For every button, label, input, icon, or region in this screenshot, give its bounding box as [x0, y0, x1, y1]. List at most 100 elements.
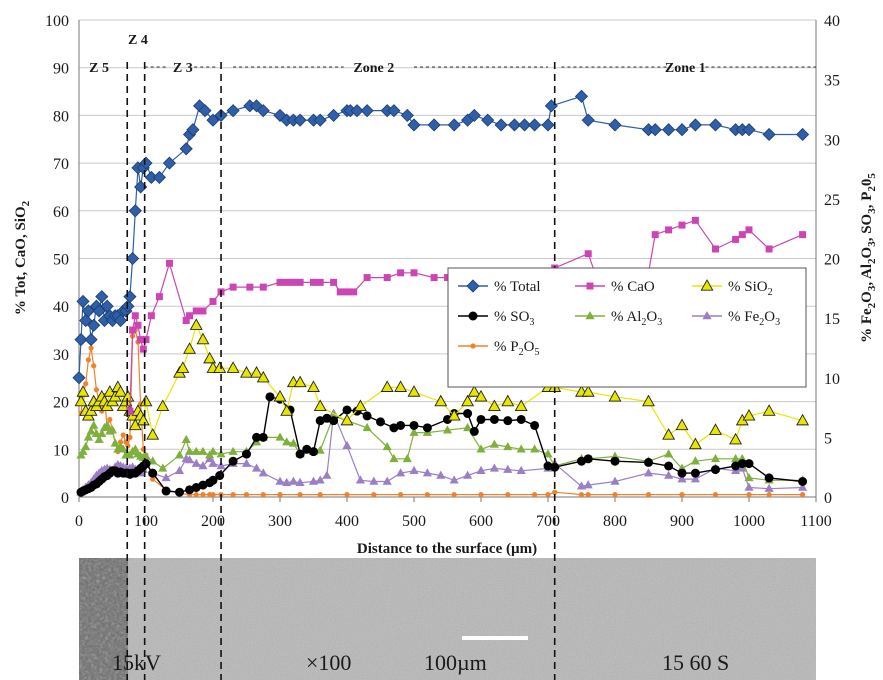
data-point-cao: [383, 274, 391, 282]
data-point-cao: [165, 259, 173, 267]
data-point-sio2: [467, 385, 481, 397]
gridlines: [79, 19, 816, 450]
data-point-fe2o3: [382, 476, 392, 485]
data-point-cao: [430, 274, 438, 282]
data-point-p2o5: [210, 492, 216, 498]
data-point-p2o5: [505, 492, 511, 498]
data-point-p2o5: [230, 492, 236, 498]
data-point-total: [313, 113, 327, 127]
data-point-al2o3: [664, 449, 674, 458]
sem-voltage-label: 15kV: [112, 650, 161, 675]
data-point-cao: [691, 216, 699, 224]
data-point-cao: [276, 278, 284, 286]
data-point-cao: [131, 312, 139, 320]
data-point-al2o3: [503, 441, 513, 451]
data-point-fe2o3: [355, 475, 365, 484]
data-point-al2o3: [409, 427, 419, 436]
data-point-sio2: [213, 361, 227, 373]
y-left-tick-label: 20: [53, 395, 69, 412]
data-point-cao: [410, 269, 418, 277]
data-point-fe2o3: [216, 461, 226, 470]
data-point-total: [675, 123, 689, 137]
data-point-fe2o3: [258, 468, 268, 477]
data-point-sio2: [139, 394, 153, 407]
legend-item-p2o5: % P2O5: [458, 339, 539, 358]
data-point-sio2: [642, 394, 655, 407]
data-point-al2o3: [530, 444, 540, 453]
data-point-total: [581, 113, 595, 127]
data-point-sio2: [146, 428, 160, 440]
data-point-total: [350, 104, 364, 118]
zone-label: Z 4: [128, 33, 148, 48]
data-point-p2o5: [83, 381, 89, 387]
data-point-total: [162, 156, 177, 170]
sem-texture: [79, 558, 816, 680]
data-point-so3: [376, 417, 385, 427]
data-point-fe2o3: [275, 476, 285, 485]
data-point-sio2: [742, 408, 756, 421]
data-point-total: [662, 123, 676, 137]
data-point-total: [198, 104, 212, 118]
data-point-total: [95, 290, 109, 304]
legend-item-so3: % SO3: [458, 309, 534, 328]
data-point-so3: [396, 420, 406, 430]
y-left-tick-label: 60: [53, 204, 69, 221]
data-point-al2o3: [78, 446, 88, 455]
y-right-tick-label: 20: [824, 252, 840, 269]
data-point-cao: [712, 245, 719, 253]
data-point-p2o5: [424, 492, 430, 498]
data-point-cao: [350, 288, 358, 296]
x-tick-label: 100: [134, 513, 158, 530]
data-point-so3: [764, 473, 774, 483]
data-point-total: [688, 118, 702, 132]
data-point-fe2o3: [184, 455, 195, 464]
data-point-total: [407, 118, 421, 132]
data-point-so3: [422, 423, 432, 433]
data-point-cao: [799, 231, 807, 239]
data-point-so3: [265, 392, 275, 402]
legend-label: % SiO2: [728, 279, 773, 298]
data-point-al2o3: [110, 438, 120, 447]
data-point-total: [256, 104, 270, 118]
data-point-total: [762, 127, 776, 142]
data-point-fe2o3: [583, 480, 593, 489]
legend-marker: [585, 311, 595, 320]
y-left-tick-labels: 0 10 20 30 40 50 60 70 80 90 100: [45, 13, 69, 507]
data-point-total: [387, 104, 401, 118]
data-point-al2o3: [89, 420, 99, 429]
data-point-cao: [289, 278, 297, 286]
data-point-p2o5: [127, 434, 133, 440]
data-point-sio2: [76, 385, 90, 397]
data-point-total: [84, 333, 98, 347]
legend-item-cao: % CaO: [575, 279, 655, 295]
legend-item-al2o3: % Al2O3: [575, 309, 662, 328]
data-point-so3: [677, 468, 687, 478]
data-point-p2o5: [193, 492, 199, 498]
data-point-al2o3: [158, 463, 168, 472]
y-right-tick-label: 35: [824, 73, 840, 90]
data-point-cao: [142, 336, 150, 344]
data-point-fe2o3: [449, 475, 459, 484]
data-point-al2o3: [81, 441, 91, 451]
sem-scale-bar: [462, 636, 528, 640]
data-point-fe2o3: [369, 476, 379, 485]
data-point-al2o3: [216, 449, 226, 458]
data-point-so3: [309, 447, 318, 457]
data-point-total: [206, 113, 220, 127]
x-tick-labels: 0 100 200 300 400 500 600 700 800 900 1000 1100: [75, 497, 832, 530]
data-point-al2o3: [382, 441, 392, 451]
data-point-cao: [330, 278, 338, 286]
data-point-al2o3: [476, 444, 486, 453]
data-point-total: [360, 104, 374, 118]
data-point-total: [74, 333, 88, 347]
y-left-tick-label: 70: [53, 156, 69, 173]
data-point-cao: [363, 274, 371, 282]
data-point-fe2o3: [315, 475, 325, 484]
data-point-total: [541, 118, 555, 132]
data-point-fe2o3: [463, 470, 473, 479]
data-point-cao: [678, 221, 686, 229]
data-point-p2o5: [85, 357, 91, 363]
data-point-fe2o3: [744, 482, 754, 491]
data-point-p2o5: [344, 492, 350, 498]
